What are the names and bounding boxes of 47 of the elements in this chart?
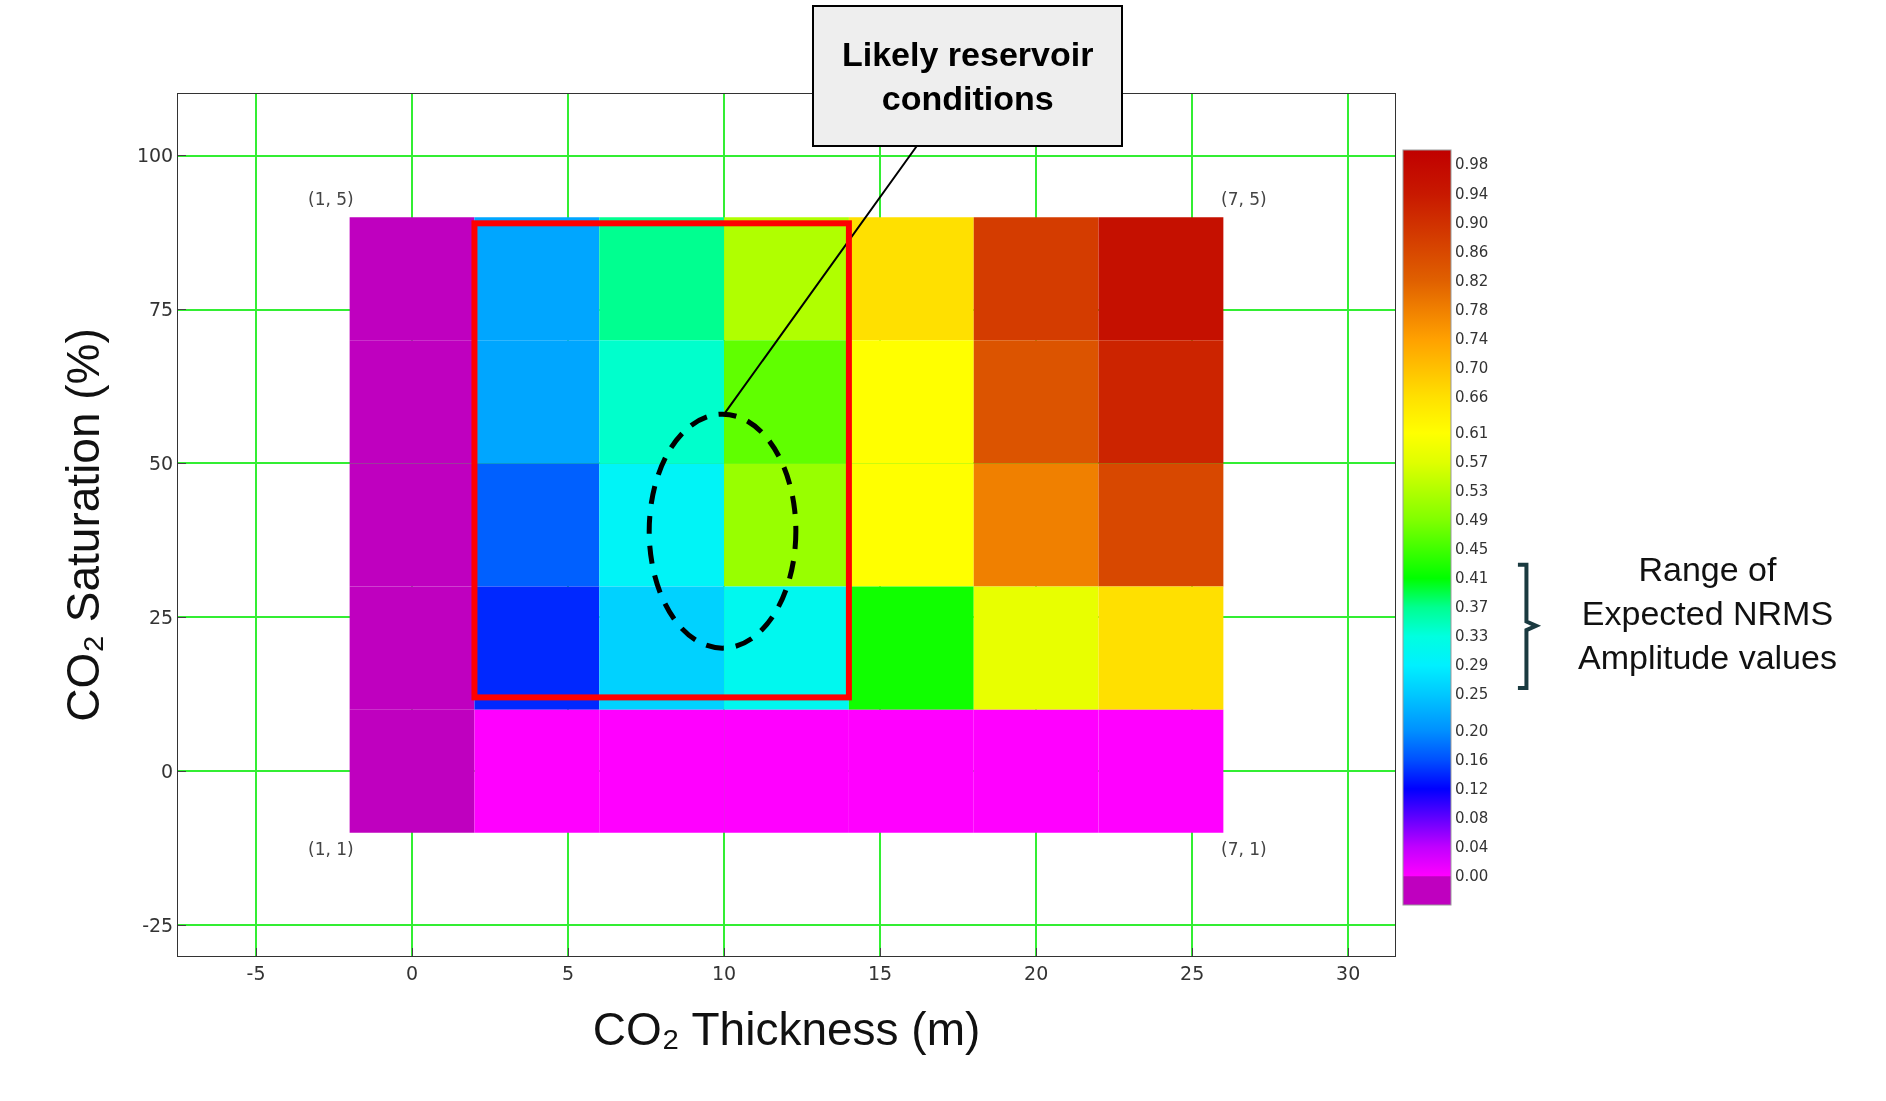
x-axis-title: CO₂ Thickness (m) xyxy=(592,1003,981,1056)
color-bar-label: 0.16 xyxy=(1455,750,1489,769)
y-tick-label: 100 xyxy=(136,144,174,167)
color-bar-label: 0.98 xyxy=(1455,155,1489,174)
y-tick-label: 50 xyxy=(149,452,174,475)
annotation: (7, 5) xyxy=(1221,189,1267,209)
color-bar-label: 0.04 xyxy=(1455,837,1489,856)
color-bar-label: 0.45 xyxy=(1455,540,1489,559)
color-bar-label: 0.82 xyxy=(1455,271,1489,290)
annotation: (1, 1) xyxy=(308,839,354,859)
x-tick-label: 5 xyxy=(562,961,575,984)
x-tick-label: 15 xyxy=(868,961,893,984)
x-tick-label: 20 xyxy=(1024,961,1049,984)
color-bar-label: 0.37 xyxy=(1455,598,1489,617)
color-bar-label: 0.66 xyxy=(1455,387,1489,406)
annotation: (1, 5) xyxy=(308,189,354,209)
color-bar-label: 0.49 xyxy=(1455,511,1489,530)
color-bar-label: 0.33 xyxy=(1455,627,1489,646)
annotation: Likely reservoir conditions xyxy=(842,35,1094,118)
color-bar-label: 0.94 xyxy=(1455,184,1489,203)
color-bar-label: 0.00 xyxy=(1455,866,1489,885)
color-bar-label: 0.41 xyxy=(1455,569,1489,588)
color-bar-label: 0.78 xyxy=(1455,300,1489,319)
color-bar-label: 0.12 xyxy=(1455,779,1489,798)
x-tick-label: 10 xyxy=(712,961,737,984)
annotation: (7, 1) xyxy=(1221,839,1267,859)
text: Range of Expected NRMS Amplitude values xyxy=(1578,550,1837,677)
color-bar-label: 0.86 xyxy=(1455,242,1489,261)
color-bar-label: 0.53 xyxy=(1455,482,1489,501)
y-tick-label: 25 xyxy=(149,606,174,629)
color-bar-label: 0.29 xyxy=(1455,656,1489,675)
y-tick-label: -25 xyxy=(142,913,174,936)
x-tick-label: 0 xyxy=(405,961,419,984)
color-bar-label: 0.90 xyxy=(1455,213,1489,232)
x-tick-label: -5 xyxy=(246,961,266,984)
color-bar-label: 0.57 xyxy=(1455,453,1489,472)
color-bar-label: 0.08 xyxy=(1455,808,1489,827)
color-bar-label: 0.61 xyxy=(1455,424,1489,443)
y-axis-title: CO₂ Saturation (%) xyxy=(57,328,110,722)
x-tick-label: 25 xyxy=(1180,961,1205,984)
y-tick-label: 75 xyxy=(149,298,174,321)
color-bar-label: 0.25 xyxy=(1455,685,1489,704)
color-bar-label: 0.74 xyxy=(1455,329,1489,348)
color-bar-label: 0.20 xyxy=(1455,721,1489,740)
color-bar-label: 0.70 xyxy=(1455,358,1489,377)
x-tick-label: 30 xyxy=(1336,961,1361,984)
y-tick-label: 0 xyxy=(161,759,174,782)
